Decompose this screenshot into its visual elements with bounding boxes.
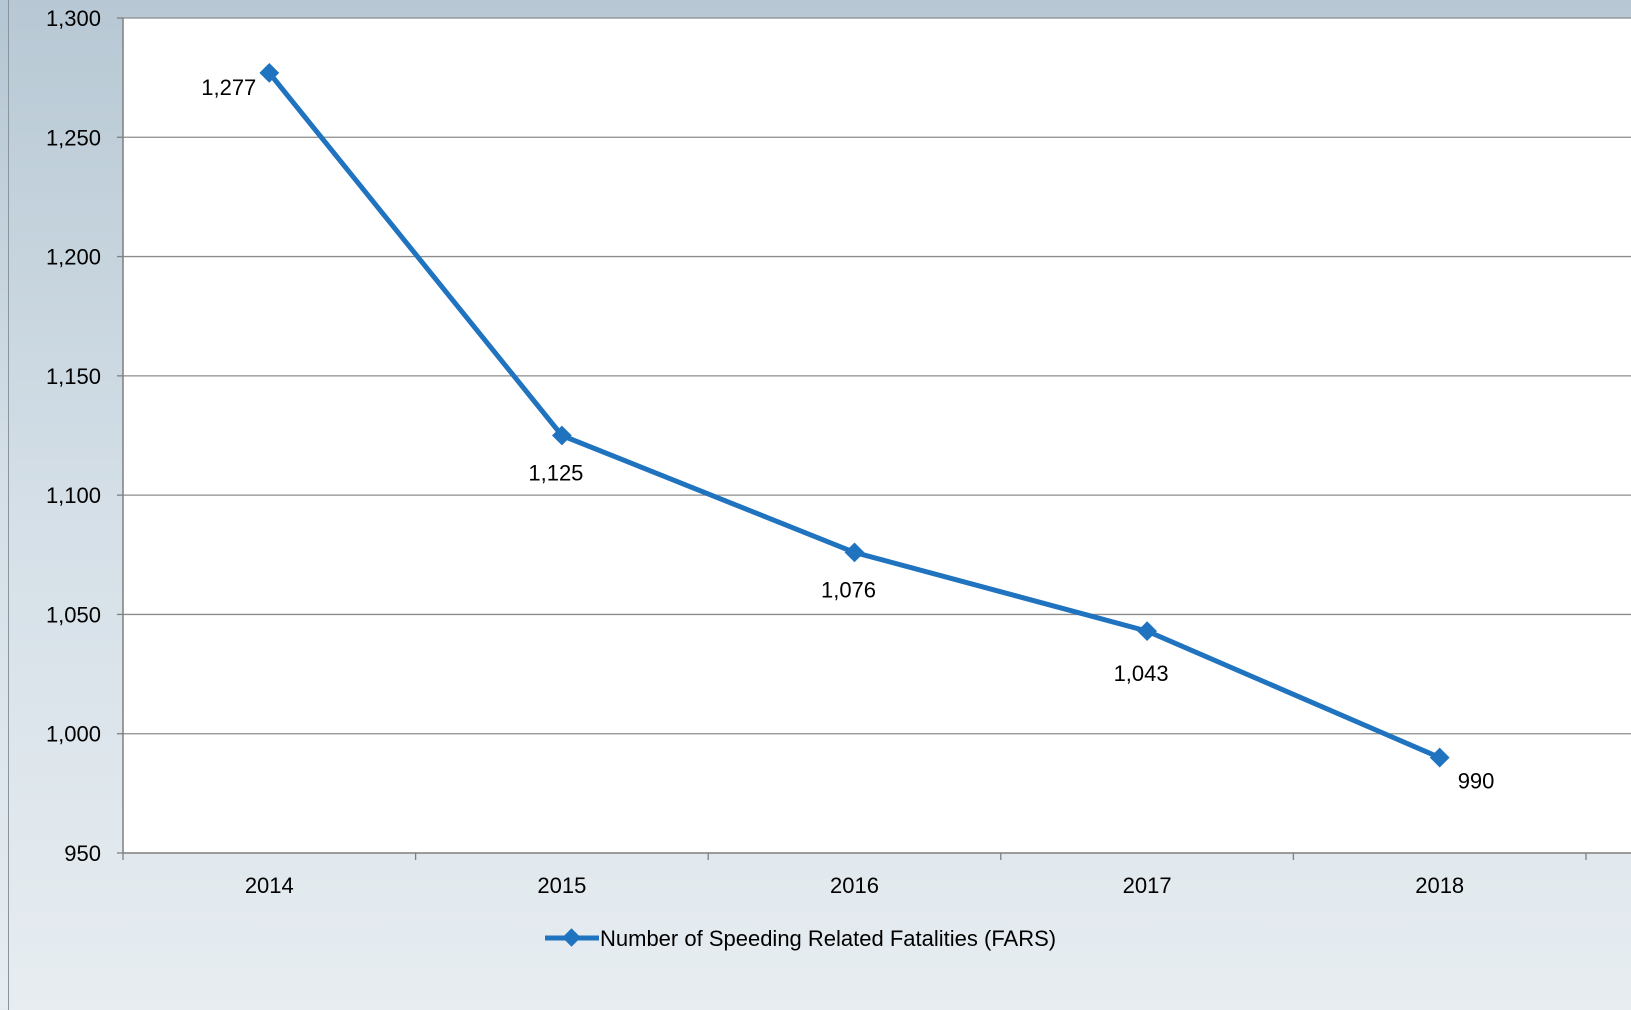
- chart-frame: 950 1,000 1,050 1,100 1,150 1,200 1,250 1,300 2…: [8, 0, 1631, 1010]
- gridlines: [123, 17, 1631, 735]
- y-tick-label: 1,200: [46, 245, 101, 270]
- series-layer: [259, 62, 1450, 768]
- legend: Number of Speeding Related Fatalities (F…: [545, 926, 1056, 951]
- y-tick-label: 1,100: [46, 483, 101, 508]
- data-label: 1,277: [201, 75, 256, 100]
- line-chart: 950 1,000 1,050 1,100 1,150 1,200 1,250 1,300 2…: [46, 6, 1631, 951]
- data-label: 1,076: [821, 577, 876, 602]
- data-labels: 1,277 1,125 1,076 1,043 990: [201, 75, 1494, 794]
- x-tick-label: 2016: [830, 873, 879, 898]
- data-label: 1,043: [1114, 661, 1169, 686]
- x-tick-label: 2015: [537, 873, 586, 898]
- y-tick-label: 1,150: [46, 364, 101, 389]
- y-tick-label: 1,300: [46, 6, 101, 31]
- data-label: 990: [1458, 769, 1495, 794]
- y-tick-label: 1,000: [46, 722, 101, 747]
- plot-area: [123, 18, 1631, 853]
- data-label: 1,125: [528, 461, 583, 486]
- x-tick-label: 2014: [245, 873, 294, 898]
- y-tick-labels: 950 1,000 1,050 1,100 1,150 1,200 1,250 1,300: [46, 6, 101, 866]
- data-point-marker: [1137, 621, 1157, 642]
- x-tick-labels: 2014 2015 2016 2017 2018: [245, 873, 1464, 898]
- data-point-marker: [552, 425, 572, 446]
- data-point-marker: [1429, 747, 1450, 768]
- legend-label: Number of Speeding Related Fatalities (F…: [600, 926, 1056, 951]
- x-tick-label: 2018: [1415, 873, 1464, 898]
- axes: [117, 17, 1631, 860]
- legend-diamond-marker: [562, 928, 581, 947]
- y-tick-label: 1,250: [46, 125, 101, 150]
- x-tick-label: 2017: [1123, 873, 1172, 898]
- data-point-marker: [844, 542, 865, 563]
- y-tick-label: 1,050: [46, 602, 101, 627]
- y-tick-label: 950: [64, 841, 101, 866]
